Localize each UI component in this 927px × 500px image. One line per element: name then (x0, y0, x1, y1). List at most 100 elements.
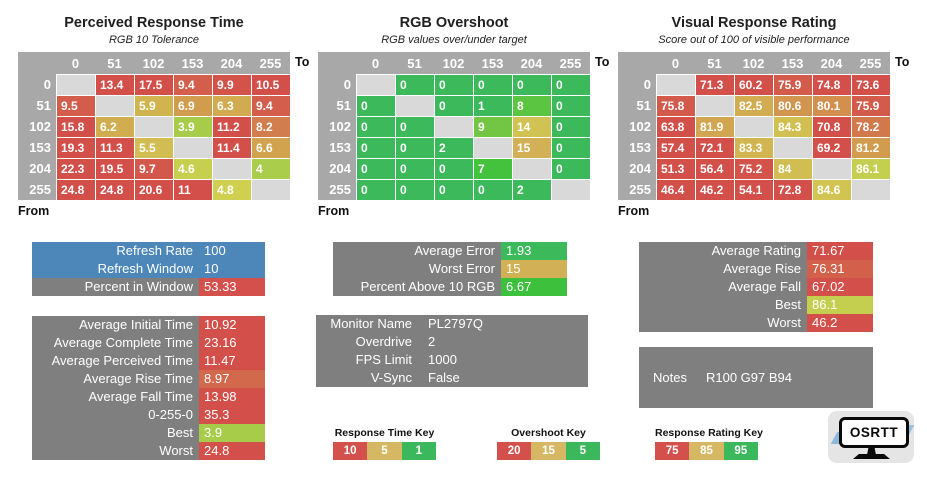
stat-label: Percent Above 10 RGB (360, 279, 495, 294)
heatmap-cell: 9.4 (251, 95, 290, 116)
stat-label: Average Perceived Time (51, 353, 193, 368)
heatmap-cell: 24.8 (56, 179, 95, 200)
stat-value: 100 (204, 243, 226, 258)
table-title: RGB Overshoot (399, 15, 509, 31)
row-header-cell: 204 (18, 158, 56, 179)
stat-row: FPS Limit 1000 (316, 351, 588, 369)
stat-label: Best (774, 297, 801, 312)
heatmap-cell: 11.2 (212, 116, 251, 137)
heatmap-cell: 78.2 (851, 116, 890, 137)
row-header-cell: 204 (318, 158, 356, 179)
heatmap-cell: 3.9 (173, 116, 212, 137)
row-header-cell: 0 (318, 74, 356, 95)
heatmap-cell: 0 (551, 74, 590, 95)
heatmap-cell: 10.5 (251, 74, 290, 95)
heatmap-cell: 0 (356, 95, 395, 116)
row-header-cell: 0 (18, 74, 56, 95)
diagonal-cell (695, 95, 734, 116)
diagonal-cell (95, 95, 134, 116)
table-title: Visual Response Rating (671, 15, 837, 31)
stat-label: Average Rise (723, 261, 801, 276)
heatmap-cell: 1 (473, 95, 512, 116)
heatmap-cell: 0 (551, 158, 590, 179)
response-time-key: Response Time Key 10 5 1 (333, 426, 436, 460)
stat-value: 10 (204, 261, 219, 276)
column-header-cell: 204 (212, 52, 251, 74)
column-header-cell: 0 (56, 52, 95, 74)
stat-value: 10.92 (199, 316, 265, 334)
heatmap-cell: 8.2 (251, 116, 290, 137)
column-header-cell: 51 (695, 52, 734, 74)
heatmap-cell: 14 (512, 116, 551, 137)
stat-label: V-Sync (370, 370, 412, 385)
logo-text: OSRTT (849, 425, 899, 440)
heatmap-cell: 24.8 (95, 179, 134, 200)
heatmap-cell: 0 (395, 116, 434, 137)
heatmap-cell: 13.4 (95, 74, 134, 95)
heatmap-cell: 69.2 (812, 137, 851, 158)
diagonal-cell (56, 74, 95, 95)
diagonal-cell (734, 116, 773, 137)
stat-row: Worst 46.2 (639, 314, 873, 332)
from-axis-label: From (18, 204, 50, 218)
heatmap-cell: 0 (434, 95, 473, 116)
response-rating-key: Response Rating Key 75 85 95 (655, 426, 763, 460)
diagonal-cell (656, 74, 695, 95)
diagonal-cell (851, 179, 890, 200)
to-axis-label: To (895, 55, 910, 69)
key-segment: 1 (401, 442, 436, 460)
stat-value: 2 (428, 334, 436, 349)
osrtt-logo: OSRTT (828, 411, 915, 463)
response-time-heatmap: 0 51 102 153 204 255 0 13.4 17.5 9.4 9.9 10.5 51 9.5 5… (18, 52, 290, 200)
stat-row: Average Complete Time 23.16 (32, 334, 265, 352)
diagonal-cell (773, 137, 812, 158)
stat-label: Average Initial Time (79, 317, 193, 332)
key-segment: 5 (367, 442, 402, 460)
stat-value: 76.31 (807, 260, 873, 278)
heatmap-cell: 11.3 (95, 137, 134, 158)
heatmap-cell: 74.8 (812, 74, 851, 95)
stat-row: Best 3.9 (32, 424, 265, 442)
column-header-cell: 204 (512, 52, 551, 74)
heatmap-cell: 0 (473, 179, 512, 200)
logo-monitor-screen: OSRTT (839, 417, 909, 448)
stat-label: Average Rise Time (83, 371, 193, 386)
stat-value: False (428, 370, 460, 385)
stat-value: 11.47 (199, 352, 265, 370)
stat-label: Monitor Name (330, 316, 412, 331)
heatmap-cell: 9.5 (56, 95, 95, 116)
heatmap-cell: 56.4 (695, 158, 734, 179)
overshoot-key: Overshoot Key 20 15 5 (497, 426, 600, 460)
table-subtitle: RGB values over/under target (381, 34, 527, 46)
heatmap-cell: 6.2 (95, 116, 134, 137)
row-header-cell: 153 (318, 137, 356, 158)
stat-row: Average Rise Time 8.97 (32, 370, 265, 388)
heatmap-cell: 72.1 (695, 137, 734, 158)
heatmap-cell: 73.6 (851, 74, 890, 95)
stat-label: Worst (159, 443, 193, 458)
heatmap-cell: 5.9 (134, 95, 173, 116)
heatmap-cell: 9.7 (134, 158, 173, 179)
key-segment: 5 (565, 442, 600, 460)
heatmap-cell: 9.4 (173, 74, 212, 95)
rating-heatmap: 0 51 102 153 204 255 0 71.3 60.2 75.9 74.8 73.6 51 75… (618, 52, 890, 200)
column-header-cell: 204 (812, 52, 851, 74)
stat-row: Percent in Window 53.33 (32, 278, 265, 296)
stat-value: 46.2 (807, 314, 873, 332)
heatmap-cell: 54.1 (734, 179, 773, 200)
row-header-cell: 0 (618, 74, 656, 95)
row-header-cell: 102 (18, 116, 56, 137)
key-segment: 75 (655, 442, 690, 460)
stat-label: Notes (653, 370, 687, 385)
heatmap-cell: 20.6 (134, 179, 173, 200)
key-segment: 15 (531, 442, 566, 460)
heatmap-cell: 84 (773, 158, 812, 179)
stat-label: Average Error (414, 243, 495, 258)
row-header-cell: 255 (618, 179, 656, 200)
column-header-cell: 102 (734, 52, 773, 74)
stat-row: Average Rise 76.31 (639, 260, 873, 278)
rgb-overshoot-section: RGB Overshoot RGB values over/under targ… (318, 14, 609, 218)
heatmap-cell: 19.3 (56, 137, 95, 158)
heatmap-cell: 0 (395, 137, 434, 158)
stat-label: 0-255-0 (148, 407, 193, 422)
